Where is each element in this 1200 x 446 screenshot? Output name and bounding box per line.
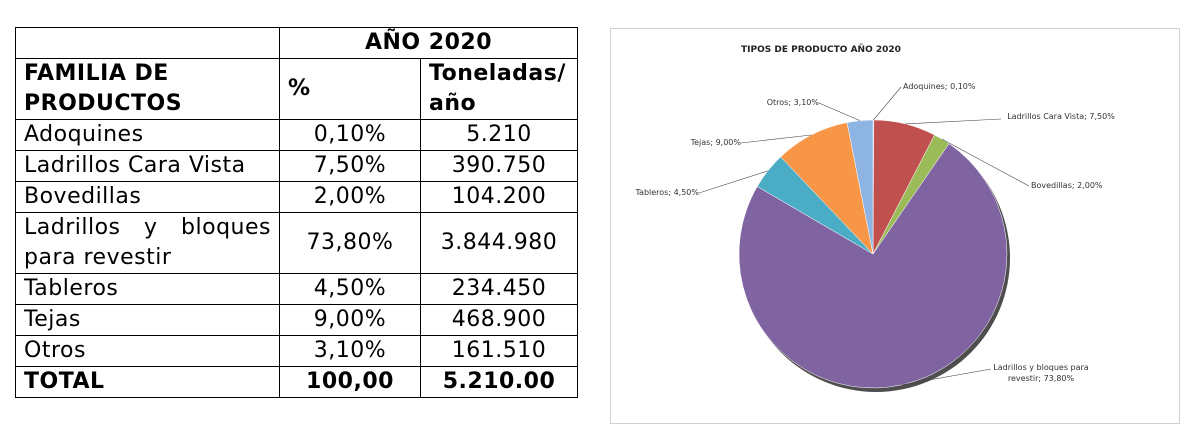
leader-line (740, 134, 812, 144)
percent: 4,50% (279, 273, 421, 305)
tons: 468.900 (420, 304, 578, 336)
data-label: Tableros; 4,50% (635, 188, 699, 197)
table-row: Ladrillos y bloques para revestir 73,80% 3… (15, 212, 578, 274)
tons: 104.200 (420, 181, 578, 213)
pie-chart (698, 86, 1030, 392)
data-label: Tejas; 9,00% (690, 138, 741, 147)
tons: 3.844.980 (420, 212, 578, 274)
chart-title: TIPOS DE PRODUCTO AÑO 2020 (741, 45, 901, 55)
leader-line (698, 170, 768, 194)
product-name: Tejas (15, 304, 280, 336)
leader-line (941, 138, 1030, 187)
data-table: AÑO 2020 FAMILIA DE PRODUCTOS % Tonelada… (15, 27, 578, 398)
blank-cell (15, 27, 280, 59)
product-name: Tableros (15, 273, 280, 305)
column-header: % (279, 58, 421, 120)
year-header: AÑO 2020 (279, 27, 578, 59)
percent: 9,00% (279, 304, 421, 336)
percent: 73,80% (279, 212, 421, 274)
data-label: Bovedillas; 2,00% (1031, 181, 1103, 190)
chart: TIPOS DE PRODUCTO AÑO 2020 Adoquines; 0,… (610, 28, 1180, 424)
percent: 7,50% (279, 150, 421, 182)
leader-line (818, 102, 861, 121)
percent: 0,10% (279, 119, 421, 151)
leader-line (902, 368, 992, 386)
product-name: Ladrillos Cara Vista (15, 150, 280, 182)
product-name: Otros (15, 335, 280, 367)
tons: 161.510 (420, 335, 578, 367)
percent: 3,10% (279, 335, 421, 367)
table-row: Otros 3,10% 161.510 (15, 335, 578, 367)
leader-line (873, 86, 902, 121)
total-tons: 5.210.00 (420, 366, 578, 398)
total-label: TOTAL (15, 366, 280, 398)
tons: 234.450 (420, 273, 578, 305)
table-row: Adoquines 0,10% 5.210 (15, 119, 578, 151)
table-row: Tableros 4,50% 234.450 (15, 273, 578, 305)
pie-slice (738, 143, 1008, 389)
leader-line (905, 118, 1002, 125)
table-row: Bovedillas 2,00% 104.200 (15, 181, 578, 213)
total-percent: 100,00 (279, 366, 421, 398)
product-name: Adoquines (15, 119, 280, 151)
product-name: Ladrillos y bloques para revestir (15, 212, 280, 274)
data-label: Adoquines; 0,10% (903, 82, 976, 91)
tons: 390.750 (420, 150, 578, 182)
data-label: Ladrillos y bloques para revestir; 73,80… (993, 363, 1089, 383)
header-row: FAMILIA DE PRODUCTOS % Toneladas/año (15, 58, 578, 120)
product-name: Bovedillas (15, 181, 280, 213)
column-header: Toneladas/año (420, 58, 578, 120)
total-row: TOTAL 100,00 5.210.00 (15, 366, 578, 398)
table-row: Tejas 9,00% 468.900 (15, 304, 578, 336)
tons: 5.210 (420, 119, 578, 151)
percent: 2,00% (279, 181, 421, 213)
data-label: Otros; 3,10% (766, 98, 819, 107)
column-header: FAMILIA DE PRODUCTOS (15, 58, 280, 120)
data-label: Ladrillos Cara Vista; 7,50% (1007, 112, 1115, 121)
year-row: AÑO 2020 (15, 27, 578, 59)
table-row: Ladrillos Cara Vista 7,50% 390.750 (15, 150, 578, 182)
